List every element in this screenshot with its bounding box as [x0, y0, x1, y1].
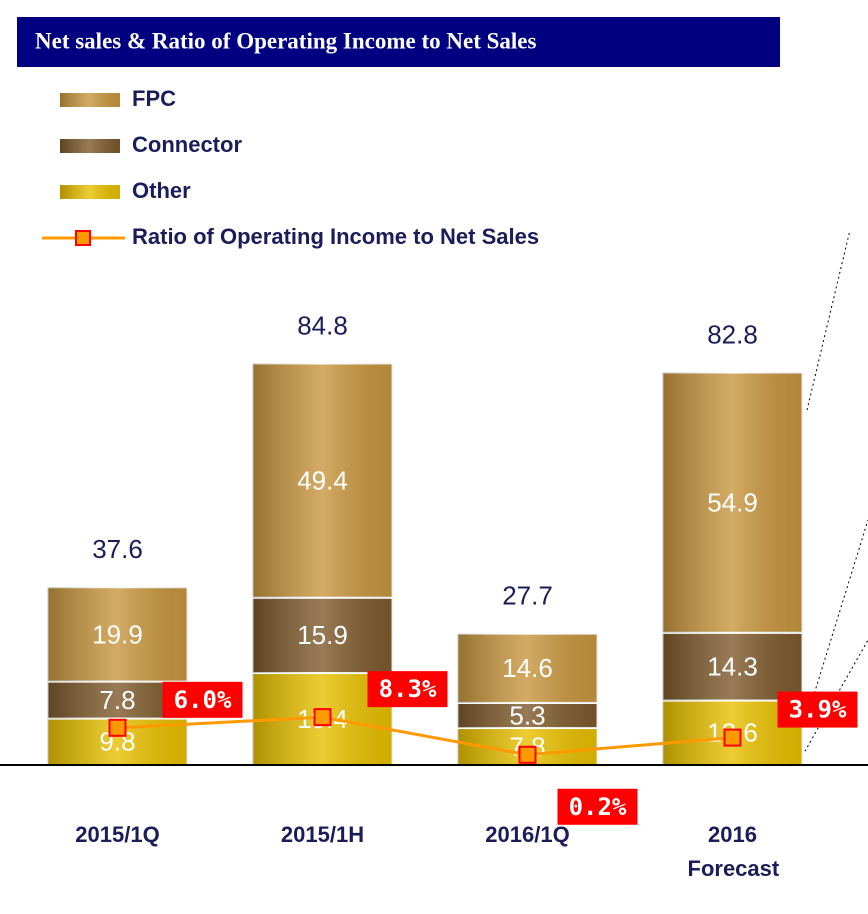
- legend-swatch-shade: [60, 185, 120, 199]
- ratio-label: 0.2%: [569, 793, 627, 821]
- segment-label: 5.3: [509, 700, 545, 730]
- ratio-label: 3.9%: [789, 696, 847, 724]
- ratio-line: [117, 715, 733, 757]
- legend-swatch-shade: [60, 93, 120, 107]
- total-label: 27.7: [502, 581, 553, 611]
- legend-label: Ratio of Operating Income to Net Sales: [132, 224, 539, 249]
- ratio-label: 6.0%: [174, 686, 232, 714]
- bar-shade: [662, 632, 803, 701]
- legend-label: FPC: [132, 86, 176, 111]
- x-tick-label: 2016/1Q: [485, 822, 570, 847]
- segment-label: 49.4: [297, 465, 348, 495]
- segment-label: 19.9: [92, 619, 143, 649]
- x-tick-label: 2015/1Q: [75, 822, 160, 847]
- legend-marker: [75, 230, 91, 246]
- legend-label: Connector: [132, 132, 242, 157]
- ratio-label-box: [367, 671, 448, 708]
- bar-shade: [457, 702, 598, 729]
- ratio-label-box: [162, 681, 243, 718]
- bar-shade: [457, 633, 598, 703]
- ratio-marker: [723, 728, 742, 747]
- x-tick-label: 2016 Forecast: [687, 822, 780, 881]
- segment-label: 7.8: [99, 685, 135, 715]
- legend-label: Other: [132, 178, 191, 203]
- segment-label: 54.9: [707, 488, 758, 518]
- callout-line: [806, 519, 868, 718]
- total-label: 82.8: [707, 319, 758, 349]
- segment-label: 15.9: [297, 620, 348, 650]
- segment-label: 14.6: [502, 653, 553, 683]
- ratio-label: 8.3%: [379, 675, 437, 703]
- ratio-label-box: [777, 691, 858, 728]
- segment-label: 14.3: [707, 652, 758, 682]
- total-label: 37.6: [92, 534, 143, 564]
- x-tick-label: 2015/1H: [280, 822, 365, 847]
- bar-shade: [47, 587, 188, 682]
- ratio-marker: [108, 718, 127, 737]
- bar-shade: [252, 363, 393, 598]
- bar-shade: [662, 372, 803, 633]
- legend-swatch-shade: [60, 139, 120, 153]
- ratio-marker: [518, 745, 537, 764]
- bar-shade: [252, 597, 393, 674]
- total-label: 84.8: [297, 310, 348, 340]
- ratio-label-box: [557, 788, 638, 825]
- chart-title: Net sales & Ratio of Operating Income to…: [35, 28, 536, 53]
- callout-line: [806, 229, 851, 411]
- ratio-marker: [313, 708, 332, 727]
- title-bar: [17, 17, 780, 67]
